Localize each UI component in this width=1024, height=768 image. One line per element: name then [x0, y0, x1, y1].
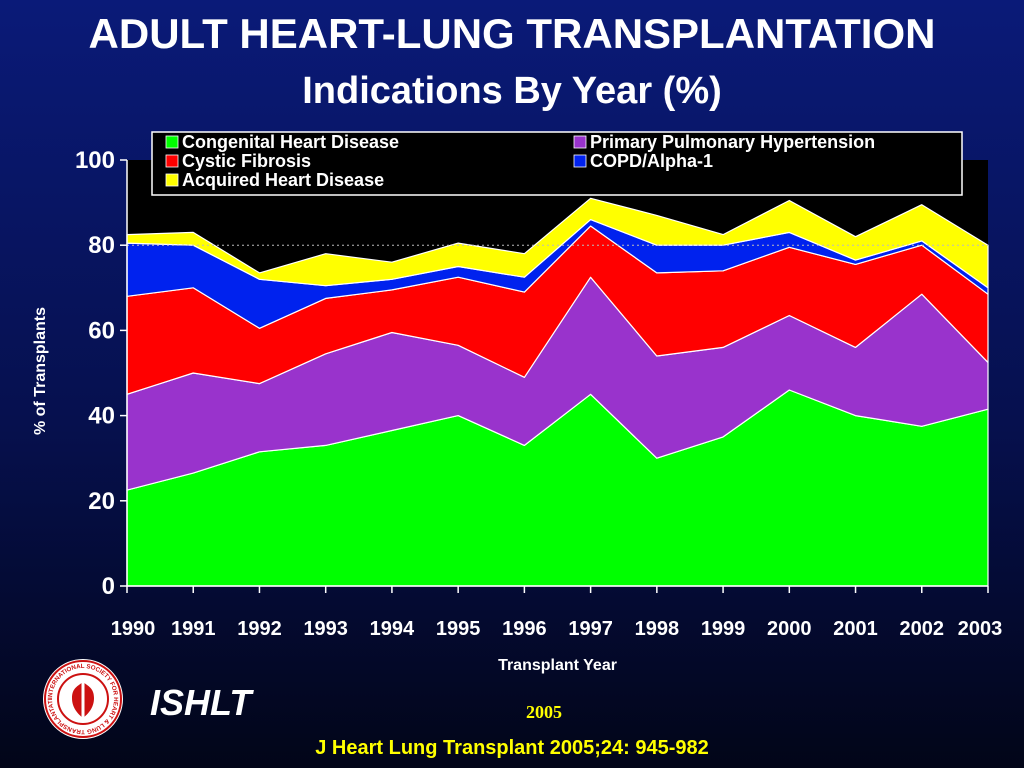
y-tick-label: 40 — [88, 403, 115, 430]
y-tick-label: 0 — [102, 573, 115, 600]
y-tick-label: 20 — [88, 488, 115, 515]
legend-label: Primary Pulmonary Hypertension — [590, 132, 875, 152]
x-tick-label: 1995 — [436, 618, 481, 640]
page-subtitle: Indications By Year (%) — [302, 70, 722, 112]
x-tick-label: 2001 — [833, 618, 878, 640]
x-axis-label: Transplant Year — [498, 657, 617, 674]
legend-swatch — [165, 173, 179, 187]
x-tick-label: 2002 — [900, 618, 945, 640]
x-tick-label: 1990 — [111, 618, 156, 640]
x-tick-label: 1993 — [303, 618, 348, 640]
legend-label: Acquired Heart Disease — [182, 170, 384, 190]
y-axis-label: % of Transplants — [32, 307, 49, 435]
x-tick-label: 1991 — [171, 618, 216, 640]
y-tick-label: 100 — [75, 147, 115, 174]
legend: Congenital Heart Disease Primary Pulmonar… — [151, 131, 963, 196]
area-series-group — [126, 197, 989, 587]
x-tick-label: 1999 — [701, 618, 746, 640]
x-tick-label: 2003 — [958, 618, 1003, 640]
slide-year: 2005 — [526, 702, 562, 722]
legend-swatch — [573, 135, 587, 149]
page-title: ADULT HEART-LUNG TRANSPLANTATION — [88, 10, 936, 57]
legend-swatch — [165, 154, 179, 168]
org-name: ISHLT — [150, 682, 252, 723]
x-tick-label: 1998 — [635, 618, 680, 640]
legend-box — [151, 131, 963, 196]
x-tick-label: 2000 — [767, 618, 812, 640]
area-series-4 — [126, 197, 989, 289]
axes-group: 0 20 40 60 80 100 1990 1991 1992 1993 1994 1995 1996… — [75, 147, 1002, 640]
citation: J Heart Lung Transplant 2005;24: 945-982 — [315, 737, 709, 759]
legend-label: Congenital Heart Disease — [182, 132, 399, 152]
ishlt-logo-icon: INTERNATIONAL SOCIETY FOR HEART & LUNG T… — [42, 658, 123, 739]
legend-swatch — [165, 135, 179, 149]
legend-swatch — [573, 154, 587, 168]
x-tick-label: 1996 — [502, 618, 547, 640]
y-tick-label: 60 — [88, 317, 115, 344]
x-tick-label: 1997 — [568, 618, 613, 640]
legend-label: COPD/Alpha-1 — [590, 151, 713, 171]
y-tick-label: 80 — [88, 232, 115, 259]
x-tick-label: 1992 — [237, 618, 282, 640]
legend-label: Cystic Fibrosis — [182, 151, 311, 171]
x-tick-label: 1994 — [370, 618, 415, 640]
